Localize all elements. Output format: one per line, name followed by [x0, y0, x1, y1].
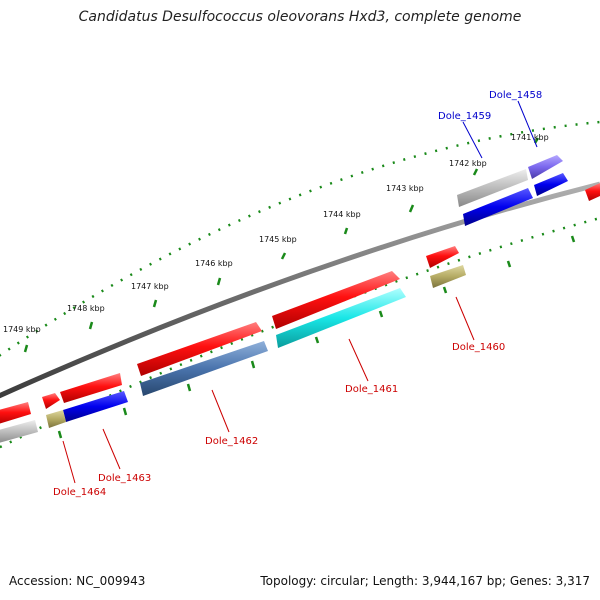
gene-label-dole-1458[interactable]: Dole_1458	[489, 90, 542, 101]
gene-feature	[60, 373, 122, 403]
gene-feature	[46, 410, 66, 428]
map-title: Candidatus Desulfococcus oleovorans Hxd3…	[78, 9, 522, 25]
gene-label-dole-1460[interactable]: Dole_1460	[452, 342, 505, 353]
gene-feature	[463, 188, 533, 226]
gene-label-dole-1462[interactable]: Dole_1462	[205, 436, 258, 447]
accession-text: Accession: NC_009943	[9, 574, 146, 588]
kbp-label: 1743 kbp	[386, 184, 424, 193]
gene-feature	[534, 173, 568, 196]
gene-label-dole-1464[interactable]: Dole_1464	[53, 487, 106, 498]
gene-feature	[430, 265, 466, 288]
gene-feature	[457, 169, 528, 207]
kbp-label: 1741 kbp	[511, 133, 549, 142]
kbp-label: 1749 kbp	[3, 325, 41, 334]
outer-scale-ring	[0, 120, 600, 357]
gene-label-dole-1463[interactable]: Dole_1463	[98, 473, 151, 484]
gene-feature	[585, 183, 600, 201]
kbp-label: 1748 kbp	[67, 304, 105, 313]
kbp-label: 1742 kbp	[449, 159, 487, 168]
gene-feature	[528, 155, 563, 179]
genome-summary-text: Topology: circular; Length: 3,944,167 bp…	[260, 574, 590, 588]
gene-feature	[63, 391, 128, 422]
kbp-label: 1747 kbp	[131, 282, 169, 291]
gene-feature	[0, 420, 38, 443]
gene-labels: Dole_1458 Dole_1459 Dole_1460 Dole_1461 …	[53, 90, 542, 498]
kbp-label: 1746 kbp	[195, 259, 233, 268]
kbp-labels: 1741 kbp 1742 kbp 1743 kbp 1744 kbp 1745…	[3, 133, 549, 334]
gene-feature	[0, 402, 31, 424]
genome-backbone	[0, 181, 600, 399]
gene-label-dole-1461[interactable]: Dole_1461	[345, 384, 398, 395]
gene-feature	[140, 341, 268, 396]
leader-lines	[62, 100, 538, 484]
gene-label-dole-1459[interactable]: Dole_1459	[438, 111, 491, 122]
gene-feature	[426, 246, 459, 268]
gene-feature	[42, 393, 60, 409]
kbp-label: 1745 kbp	[259, 235, 297, 244]
reverse-strand-features	[0, 173, 568, 443]
kbp-label: 1744 kbp	[323, 210, 361, 219]
forward-strand-features	[0, 155, 600, 424]
inner-scale-ring	[0, 216, 600, 449]
gene-feature	[272, 271, 400, 329]
gene-feature	[276, 288, 406, 348]
gene-feature	[137, 322, 262, 376]
